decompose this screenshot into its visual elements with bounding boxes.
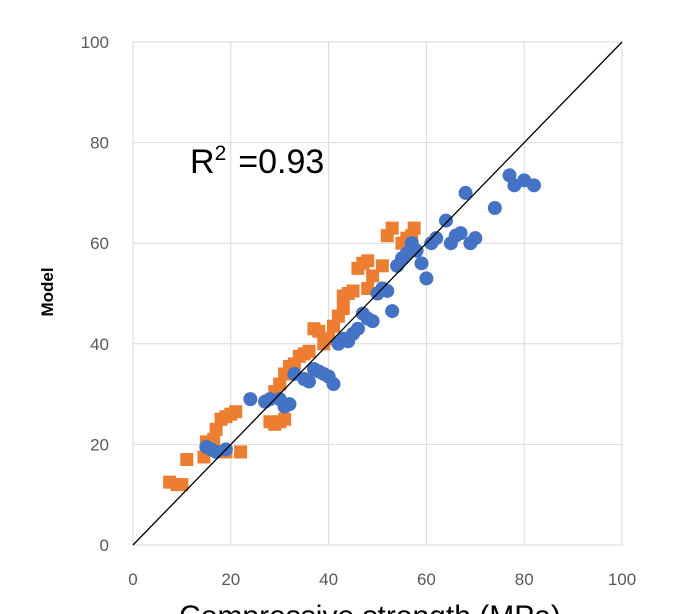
y-tick-label: 0	[100, 536, 109, 555]
y-axis-label: Model	[38, 267, 57, 316]
data-point-circle	[243, 392, 258, 407]
data-point-circle	[419, 271, 434, 286]
data-point-circle	[414, 256, 429, 271]
data-point-square	[375, 259, 389, 273]
data-point-circle	[487, 200, 502, 215]
data-point-circle	[468, 231, 483, 246]
r-squared-annotation: R2 =0.93	[190, 142, 324, 181]
y-tick-label: 40	[90, 335, 109, 354]
data-point-square	[361, 254, 375, 268]
series-0	[163, 221, 421, 492]
r-squared-superscript: 2	[215, 142, 227, 165]
data-point-square	[385, 221, 399, 235]
data-point-square	[180, 452, 194, 466]
x-tick-label: 20	[221, 570, 240, 589]
data-point-square	[366, 269, 380, 283]
data-point-square	[234, 445, 248, 459]
data-point-square	[407, 221, 421, 235]
data-point-circle	[526, 178, 541, 193]
data-point-circle	[409, 243, 424, 258]
data-point-square	[312, 324, 326, 338]
x-tick-label: 0	[128, 570, 137, 589]
data-point-circle	[365, 314, 380, 329]
data-point-circle	[458, 185, 473, 200]
data-point-circle	[380, 283, 395, 298]
data-points	[163, 168, 541, 492]
vertical-gridlines	[230, 42, 525, 545]
data-point-circle	[326, 377, 341, 392]
data-point-square	[278, 412, 292, 426]
identity-reference-line	[132, 41, 623, 546]
data-point-circle	[429, 231, 444, 246]
r-squared-label: R	[190, 143, 215, 181]
data-point-square	[209, 422, 223, 436]
x-axis-label: Compressive strength (MPa)	[179, 600, 561, 614]
data-point-square	[302, 344, 316, 358]
series-1	[199, 168, 541, 459]
data-point-circle	[438, 213, 453, 228]
data-point-circle	[282, 397, 297, 412]
data-point-square	[273, 377, 287, 391]
data-point-circle	[385, 304, 400, 319]
data-point-square	[346, 284, 360, 298]
data-point-circle	[350, 321, 365, 336]
x-tick-label: 40	[319, 570, 338, 589]
data-point-square	[229, 405, 243, 419]
y-tick-label: 80	[90, 134, 109, 153]
y-tick-label: 60	[90, 234, 109, 253]
x-tick-label: 80	[515, 570, 534, 589]
data-point-square	[326, 319, 340, 333]
x-tick-label: 60	[417, 570, 436, 589]
x-tick-label: 100	[608, 570, 636, 589]
y-axis-tick-labels: 0 20 40 60 80 100	[81, 33, 109, 555]
r-squared-value: =0.93	[238, 143, 324, 181]
data-point-square	[336, 302, 350, 316]
data-point-circle	[302, 374, 317, 389]
data-point-circle	[262, 392, 277, 407]
data-point-square	[175, 478, 189, 492]
data-point-circle	[453, 226, 468, 241]
x-axis-tick-labels: 0 20 40 60 80 100	[128, 570, 636, 589]
y-tick-label: 20	[90, 435, 109, 454]
y-tick-label: 100	[81, 33, 109, 52]
plot-area-border	[132, 41, 623, 546]
